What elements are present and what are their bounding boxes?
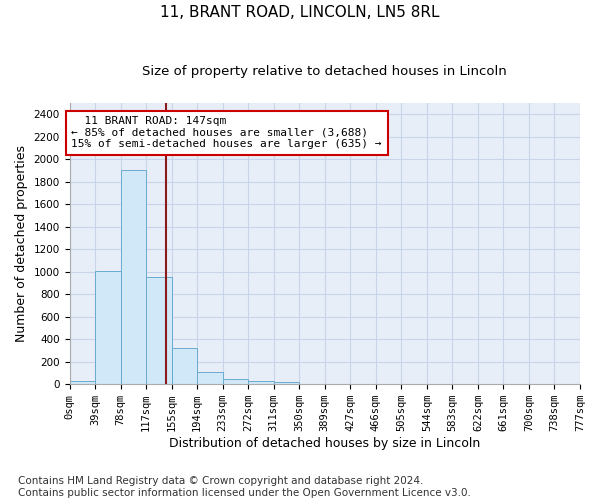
Bar: [172, 348, 197, 384]
Text: 11 BRANT ROAD: 147sqm
← 85% of detached houses are smaller (3,688)
15% of semi-d: 11 BRANT ROAD: 147sqm ← 85% of detached …: [71, 116, 382, 150]
Bar: [146, 278, 172, 384]
Title: Size of property relative to detached houses in Lincoln: Size of property relative to detached ho…: [142, 65, 507, 78]
Text: 11, BRANT ROAD, LINCOLN, LN5 8RL: 11, BRANT ROAD, LINCOLN, LN5 8RL: [160, 5, 440, 20]
Bar: [248, 382, 274, 384]
Bar: [223, 378, 248, 384]
Y-axis label: Number of detached properties: Number of detached properties: [15, 145, 28, 342]
Bar: [274, 382, 299, 384]
Bar: [70, 381, 95, 384]
Text: Contains HM Land Registry data © Crown copyright and database right 2024.
Contai: Contains HM Land Registry data © Crown c…: [18, 476, 471, 498]
Bar: [95, 271, 121, 384]
X-axis label: Distribution of detached houses by size in Lincoln: Distribution of detached houses by size …: [169, 437, 481, 450]
Bar: [197, 372, 223, 384]
Bar: [121, 170, 146, 384]
